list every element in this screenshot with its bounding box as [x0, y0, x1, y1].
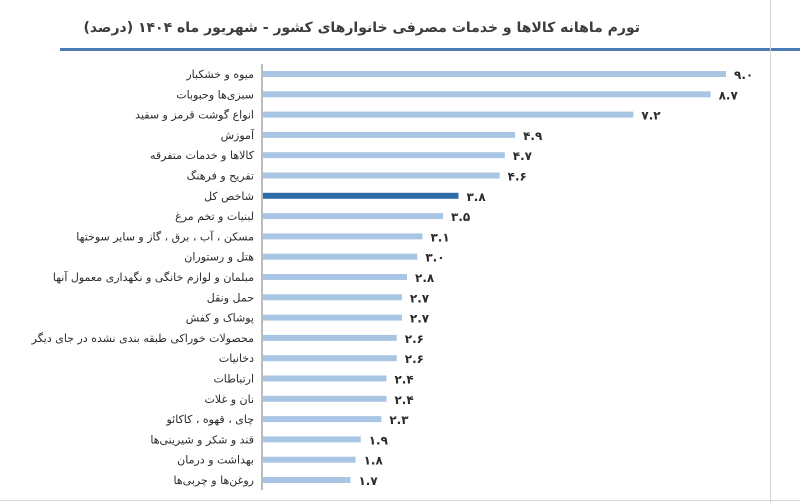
- value-label-18: ۱.۹: [369, 433, 389, 447]
- category-label-4: کالاها و خدمات متفرقه: [150, 149, 255, 162]
- bar-1: [263, 91, 711, 98]
- bar-20: [263, 477, 351, 483]
- title-underline: [60, 48, 800, 51]
- value-label-17: ۲.۳: [389, 413, 409, 427]
- category-label-0: میوه و خشکبار: [185, 68, 254, 81]
- category-label-3: آموزش: [221, 128, 255, 142]
- category-label-14: دخانیات: [219, 352, 254, 365]
- bar-6: [263, 192, 459, 199]
- bar-14: [263, 355, 397, 362]
- bar-19: [263, 456, 356, 463]
- right-border: [770, 0, 771, 503]
- value-label-4: ۴.۷: [513, 149, 533, 163]
- value-label-9: ۳.۰: [425, 251, 444, 265]
- chart-frame: تورم ماهانه کالاها و خدمات مصرفی خانواره…: [30, 0, 800, 503]
- category-label-1: سبزی‌ها وحبوبات: [176, 88, 254, 101]
- bar-3: [263, 131, 516, 138]
- bar-16: [263, 395, 387, 402]
- category-label-9: هتل و رستوران: [184, 251, 254, 264]
- category-label-15: ارتباطات: [213, 373, 254, 386]
- bar-9: [263, 253, 418, 260]
- category-label-20: روغن‌ها و چربی‌ها: [174, 474, 254, 487]
- bar-2: [263, 111, 634, 118]
- bar-18: [263, 436, 361, 443]
- category-label-8: مسکن ، آب ، برق ، گاز و سایر سوختها: [76, 229, 254, 243]
- value-label-2: ۷.۲: [641, 109, 661, 123]
- value-label-6: ۳.۸: [466, 190, 486, 204]
- category-label-16: نان و غلات: [205, 393, 254, 406]
- value-label-10: ۲.۸: [415, 271, 435, 285]
- bottom-border: [0, 500, 800, 501]
- value-label-3: ۴.۹: [523, 129, 543, 143]
- category-label-19: بهداشت و درمان: [177, 454, 254, 467]
- category-label-11: حمل ونقل: [207, 291, 254, 304]
- bar-12: [263, 314, 402, 321]
- bar-17: [263, 416, 382, 423]
- category-label-7: لبنیات و تخم مرغ: [175, 210, 254, 223]
- category-label-13: محصولات خوراکی طبقه بندی نشده در جای دیگ…: [31, 332, 254, 345]
- category-label-12: پوشاک و کفش: [186, 312, 254, 325]
- bar-0: [263, 71, 726, 77]
- category-label-5: تفریح و فرهنگ: [187, 170, 254, 183]
- value-label-19: ۱.۸: [364, 454, 384, 468]
- bar-11: [263, 294, 402, 301]
- category-label-18: قند و شکر و شیرینی‌ها: [150, 433, 254, 446]
- bar-4: [263, 152, 505, 159]
- category-label-10: مبلمان و لوازم خانگی و نگهداری معمول آنه…: [53, 270, 254, 284]
- value-label-14: ۲.۶: [405, 352, 424, 366]
- bar-5: [263, 172, 500, 179]
- value-label-11: ۲.۷: [410, 291, 430, 305]
- value-label-1: ۸.۷: [719, 88, 739, 102]
- value-label-0: ۹.۰: [734, 68, 753, 82]
- value-label-5: ۴.۶: [508, 170, 527, 184]
- value-label-13: ۲.۶: [405, 332, 424, 346]
- value-label-20: ۱.۷: [358, 474, 378, 488]
- value-label-12: ۲.۷: [410, 312, 430, 326]
- category-label-2: انواع گوشت قرمز و سفید: [135, 109, 254, 122]
- bar-7: [263, 213, 444, 220]
- value-label-16: ۲.۴: [394, 393, 413, 407]
- value-label-15: ۲.۴: [394, 373, 413, 387]
- bar-13: [263, 334, 397, 341]
- bar-8: [263, 233, 423, 240]
- category-label-6: شاخص کل: [204, 190, 254, 203]
- bar-10: [263, 274, 408, 280]
- value-label-7: ۳.۵: [451, 210, 470, 224]
- chart-title: تورم ماهانه کالاها و خدمات مصرفی خانواره…: [83, 20, 640, 36]
- bar-15: [263, 375, 387, 382]
- category-label-17: چای ، قهوه ، کاکائو: [165, 413, 254, 426]
- value-label-8: ۳.۱: [430, 230, 449, 244]
